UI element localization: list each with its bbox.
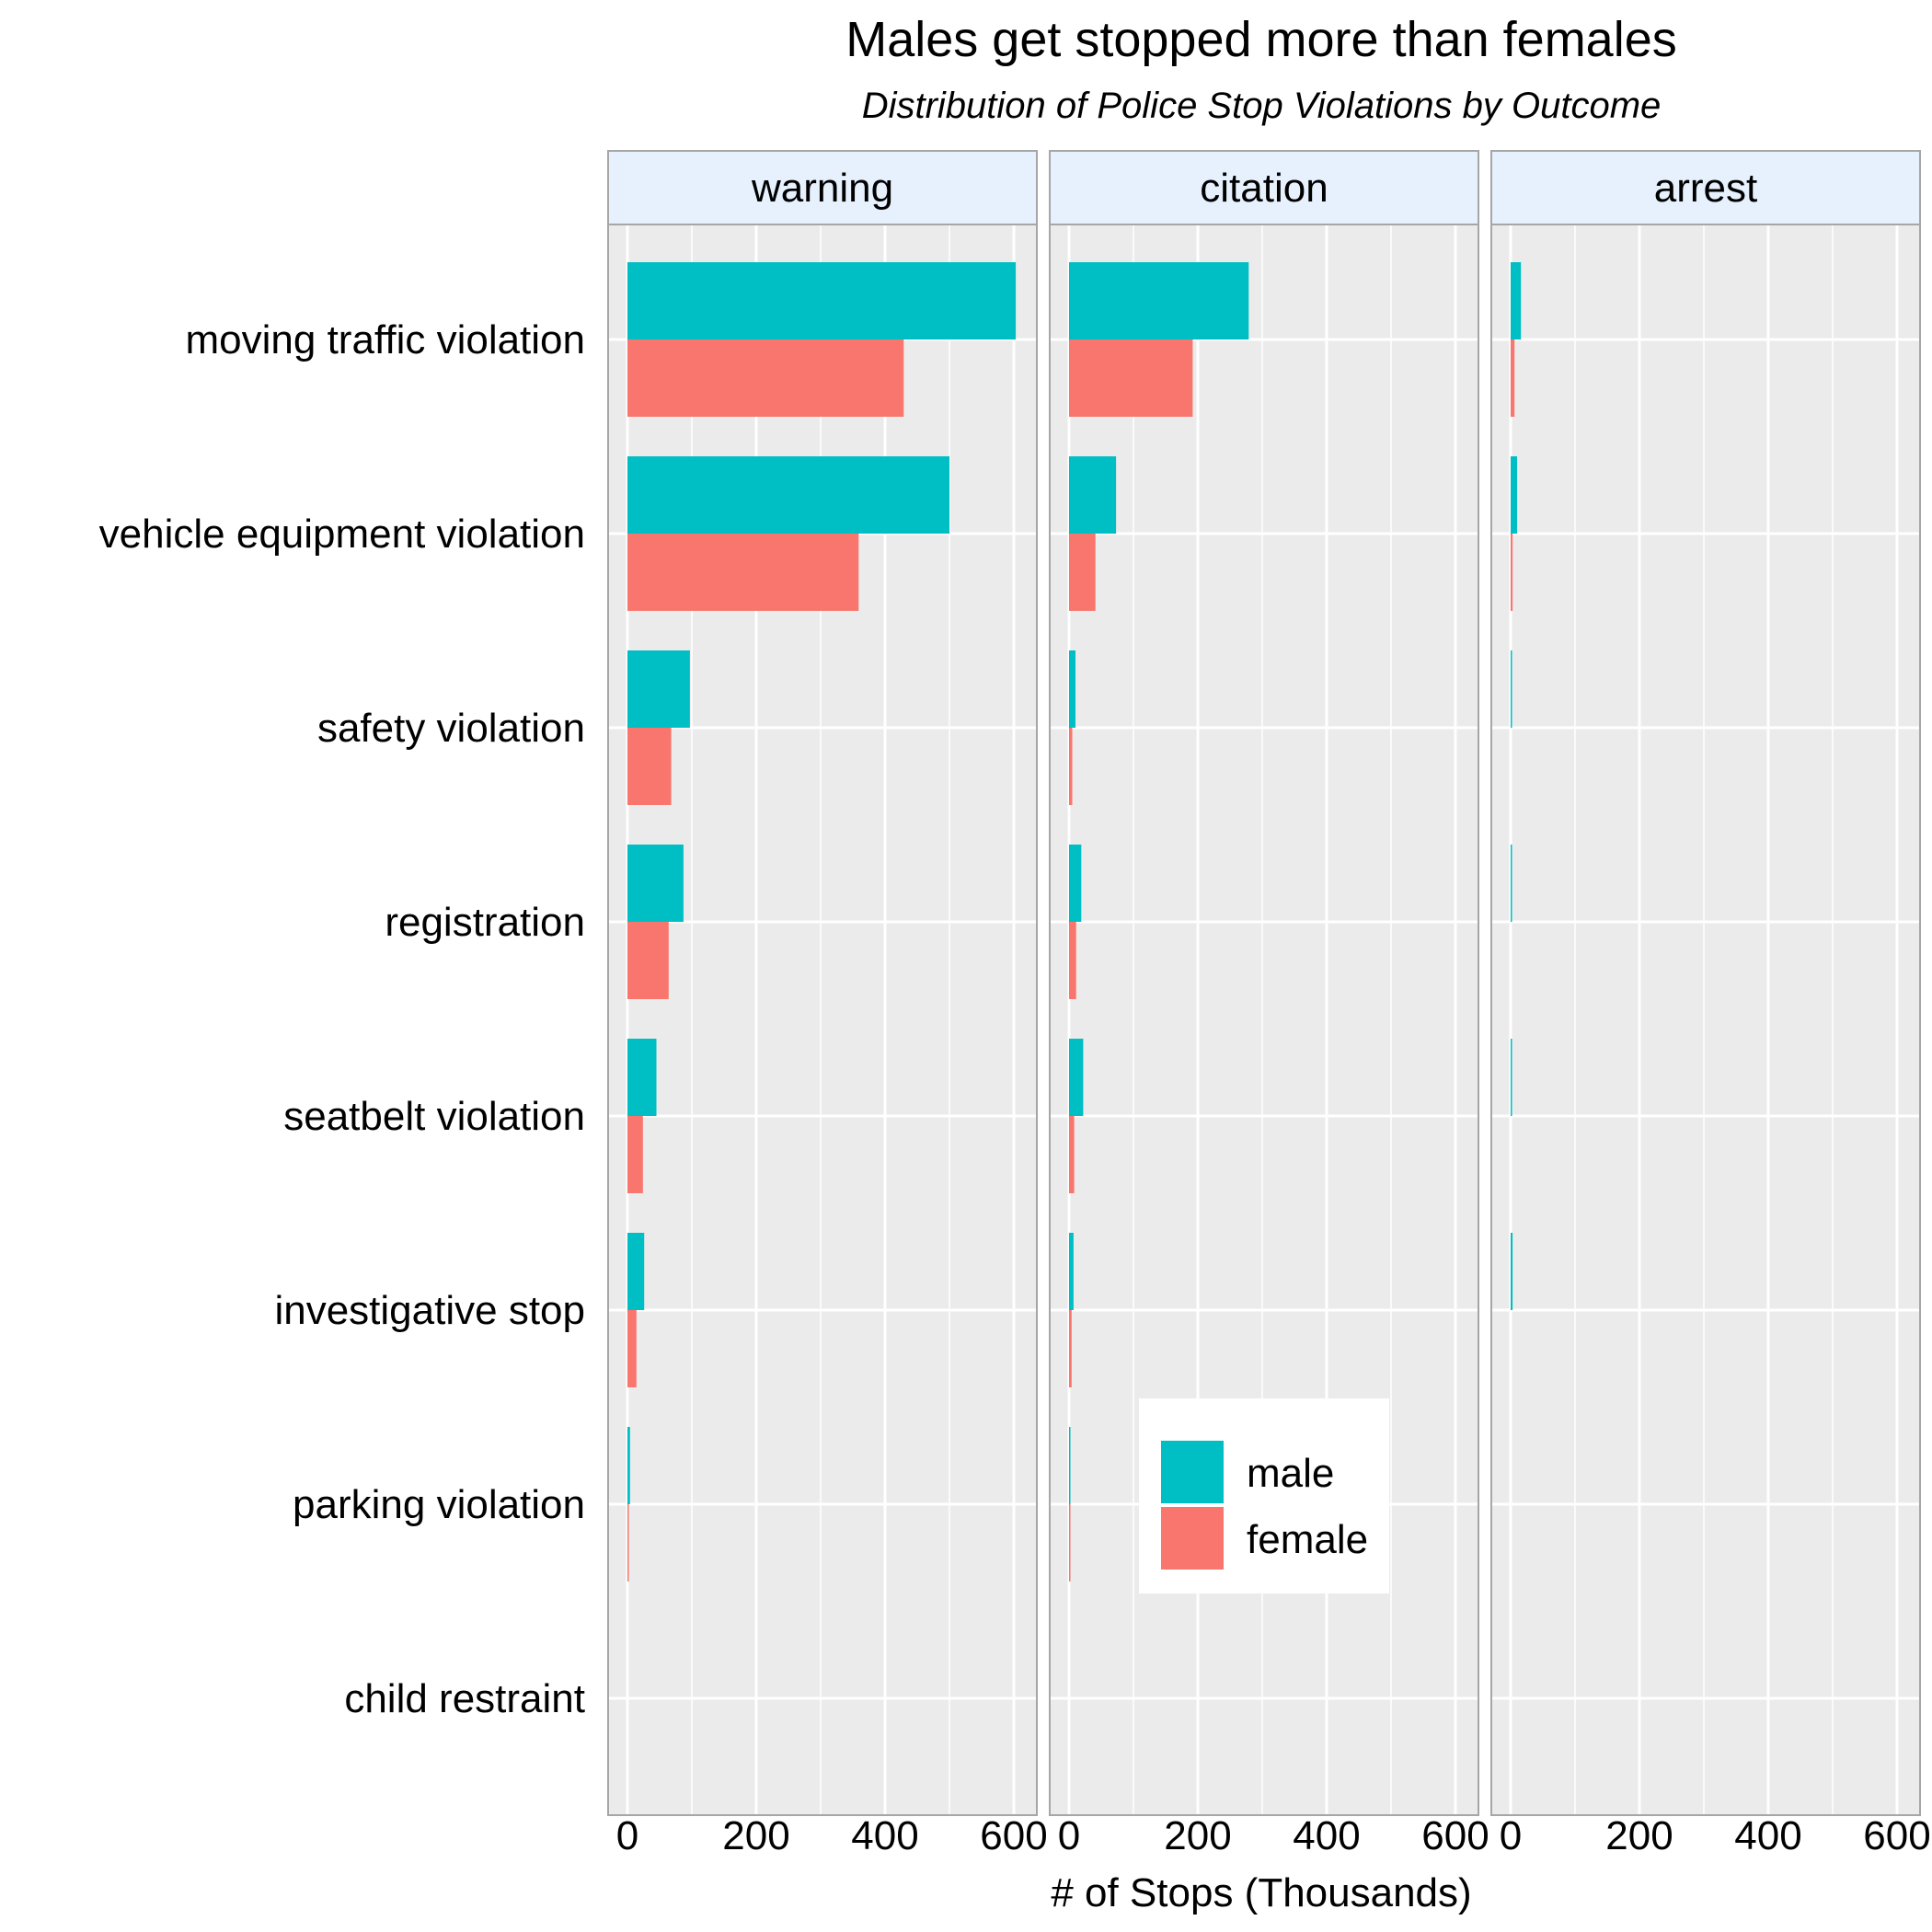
bar-female-citation-0 xyxy=(1069,339,1193,417)
x-tick-label: 0 xyxy=(1058,1813,1080,1858)
x-axis-tick-labels: 0 200 400 600 0 200 400 600 0 200 400 600 xyxy=(616,1813,1931,1858)
bar-male-citation-6 xyxy=(1069,1427,1071,1504)
facet-strip-label: warning xyxy=(751,166,893,211)
legend-label-male: male xyxy=(1247,1451,1334,1496)
bar-male-citation-3 xyxy=(1069,845,1082,922)
category-label: vehicle equipment violation xyxy=(99,512,585,557)
category-label: parking violation xyxy=(293,1482,585,1527)
bar-female-citation-4 xyxy=(1069,1116,1075,1193)
facet-panel-warning: warning xyxy=(607,150,1038,1816)
x-tick-label: 400 xyxy=(1293,1813,1360,1858)
x-tick-label: 600 xyxy=(1863,1813,1930,1858)
bar-female-warning-0 xyxy=(627,339,904,417)
category-label: moving traffic violation xyxy=(186,317,586,362)
bar-female-citation-3 xyxy=(1069,922,1076,999)
panel-border xyxy=(1490,224,1921,1816)
bar-female-warning-4 xyxy=(627,1116,643,1193)
bar-male-arrest-1 xyxy=(1511,456,1517,534)
bar-female-arrest-0 xyxy=(1511,339,1515,417)
bar-male-arrest-2 xyxy=(1511,650,1512,728)
category-label: registration xyxy=(385,900,585,945)
legend-key-female xyxy=(1161,1507,1224,1570)
x-tick-label: 0 xyxy=(1500,1813,1522,1858)
bar-male-warning-0 xyxy=(627,262,1017,339)
category-label: child restraint xyxy=(344,1676,585,1721)
bar-male-warning-3 xyxy=(627,845,684,922)
bar-female-citation-6 xyxy=(1069,1504,1071,1581)
facet-panel-arrest: arrest xyxy=(1490,150,1921,1816)
x-axis-title: # of Stops (Thousands) xyxy=(1051,1870,1471,1915)
chart-title: Males get stopped more than females xyxy=(845,12,1677,67)
category-axis-labels: moving traffic violation vehicle equipmen… xyxy=(99,317,585,1721)
category-label: safety violation xyxy=(317,706,585,751)
x-tick-label: 200 xyxy=(1605,1813,1673,1858)
category-label: seatbelt violation xyxy=(283,1094,585,1139)
bar-female-warning-3 xyxy=(627,922,669,999)
facet-strip xyxy=(1049,150,1479,225)
facet-strip xyxy=(607,150,1038,225)
x-tick-label: 400 xyxy=(1734,1813,1801,1858)
bar-female-citation-5 xyxy=(1069,1310,1072,1387)
x-tick-label: 600 xyxy=(980,1813,1047,1858)
bar-male-citation-1 xyxy=(1069,456,1117,534)
panel-border xyxy=(607,224,1038,1816)
x-tick-label: 200 xyxy=(722,1813,789,1858)
x-tick-label: 400 xyxy=(851,1813,918,1858)
bar-male-citation-0 xyxy=(1069,262,1249,339)
bar-female-arrest-1 xyxy=(1511,534,1513,611)
x-tick-label: 600 xyxy=(1421,1813,1489,1858)
bar-male-warning-1 xyxy=(627,456,949,534)
bar-male-citation-2 xyxy=(1069,650,1075,728)
legend: male female xyxy=(1139,1398,1389,1593)
legend-label-female: female xyxy=(1247,1517,1368,1562)
category-label: investigative stop xyxy=(274,1288,585,1333)
bar-male-warning-2 xyxy=(627,650,690,728)
bar-female-warning-5 xyxy=(627,1310,637,1387)
bar-male-arrest-0 xyxy=(1511,262,1522,339)
bar-male-citation-5 xyxy=(1069,1233,1074,1310)
legend-key-male xyxy=(1161,1441,1224,1503)
facet-panels: warning citation arrest xyxy=(607,150,1921,1816)
bar-male-arrest-4 xyxy=(1511,1039,1512,1116)
facet-strip xyxy=(1490,150,1921,225)
bar-female-warning-2 xyxy=(627,728,672,805)
bar-female-citation-1 xyxy=(1069,534,1096,611)
panel-background xyxy=(1491,224,1920,1815)
facet-strip-label: arrest xyxy=(1654,166,1757,211)
panel-border xyxy=(1049,224,1479,1816)
bar-male-warning-5 xyxy=(627,1233,645,1310)
facet-strip-label: citation xyxy=(1200,166,1328,211)
bar-female-warning-1 xyxy=(627,534,859,611)
bar-male-arrest-3 xyxy=(1511,845,1512,922)
bar-male-arrest-5 xyxy=(1511,1233,1513,1310)
bar-male-citation-4 xyxy=(1069,1039,1084,1116)
x-tick-label: 0 xyxy=(616,1813,638,1858)
x-tick-label: 200 xyxy=(1164,1813,1231,1858)
bar-female-citation-2 xyxy=(1069,728,1073,805)
bar-male-warning-4 xyxy=(627,1039,657,1116)
bar-male-warning-6 xyxy=(627,1427,630,1504)
chart-subtitle: Distribution of Police Stop Violations b… xyxy=(862,86,1662,126)
bar-female-warning-6 xyxy=(627,1504,629,1581)
